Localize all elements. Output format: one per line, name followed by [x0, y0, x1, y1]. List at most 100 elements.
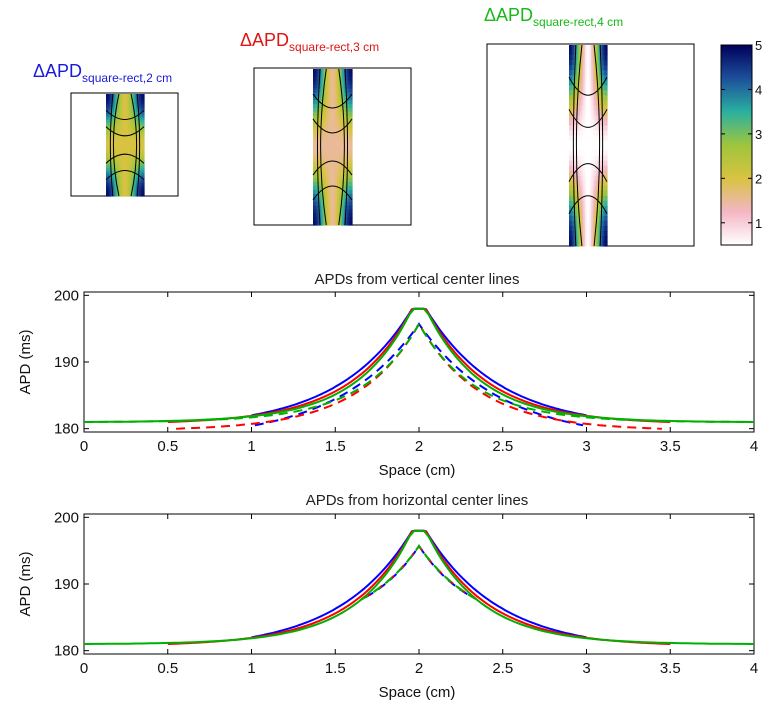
heatmap-cell	[317, 166, 321, 171]
heatmap-cell	[109, 193, 112, 197]
heatmap-cell	[140, 134, 144, 138]
heatmap-cell	[120, 170, 123, 174]
heatmap-cell	[125, 155, 128, 159]
heatmap-cell	[339, 111, 342, 117]
heatmap-cell	[581, 215, 584, 222]
heatmap-cell	[589, 195, 592, 202]
heatmap-cell	[128, 119, 131, 123]
heatmap-cell	[314, 92, 317, 97]
heatmap-cell	[348, 209, 351, 214]
heatmap-cell	[348, 186, 351, 191]
heatmap-cell	[597, 75, 600, 81]
heatmap-cell	[115, 129, 118, 133]
heatmap-cell	[117, 193, 120, 197]
heatmap-cell	[592, 195, 595, 202]
contour-line	[105, 109, 145, 120]
heatmap-cell	[335, 84, 338, 90]
heatmap-cell	[129, 129, 132, 133]
heatmap-cell	[126, 173, 129, 177]
heatmap-cell	[603, 135, 607, 142]
heatmap-cell	[575, 105, 578, 111]
heatmap-cell	[583, 175, 586, 182]
heatmap-cell	[343, 115, 347, 121]
heatmap-cell	[605, 80, 608, 86]
heatmap-cell	[327, 76, 330, 82]
heatmap-cell	[324, 162, 327, 168]
heatmap-cell	[131, 145, 134, 149]
heatmap-cell	[110, 162, 113, 166]
heatmap-cell	[332, 88, 335, 93]
heatmap-cell	[345, 84, 348, 90]
heatmap-cell	[589, 75, 592, 81]
heatmap-cell	[134, 96, 137, 100]
heatmap-cell	[131, 124, 134, 128]
heatmap-cell	[588, 215, 591, 222]
heatmap-cell	[586, 220, 589, 227]
heatmap-cell	[347, 80, 350, 86]
contour-line	[312, 118, 353, 134]
heatmap-cell	[578, 135, 581, 142]
heatmap-cell	[129, 190, 132, 195]
heatmap-cell	[126, 116, 129, 121]
heatmap-cell	[589, 90, 592, 96]
heatmap-cell	[134, 173, 137, 177]
heatmap-cell	[339, 147, 342, 152]
heatmap-cell	[112, 193, 115, 197]
heatmap-cell	[128, 180, 131, 184]
heatmap-cell	[335, 108, 338, 113]
chart1-title: APDs from vertical center lines	[314, 271, 519, 288]
heatmap-cell	[125, 170, 128, 174]
heatmap-cell	[572, 235, 575, 242]
heatmap-cell	[594, 180, 597, 187]
heatmap-cell	[588, 230, 591, 237]
heatmap-cell	[335, 139, 338, 144]
heatmap-cell	[125, 190, 128, 195]
heatmap-cell	[347, 69, 350, 74]
heatmap-cell	[117, 99, 120, 103]
heatmap-cell	[576, 185, 580, 192]
heatmap-cell	[139, 183, 142, 187]
heatmap-cell	[340, 178, 343, 183]
heatmap-cell	[591, 100, 594, 106]
heatmap-cell	[345, 115, 348, 121]
heatmap-cell	[132, 145, 136, 149]
heatmap-cell	[591, 80, 594, 86]
heatmap-cell	[570, 175, 573, 182]
heatmap-cell	[330, 76, 334, 82]
heatmap-cell	[569, 185, 572, 192]
heatmap-cell	[106, 111, 109, 115]
heatmap-cell	[107, 193, 110, 197]
heatmap-cell	[139, 106, 142, 110]
heatmap-cell	[128, 137, 131, 141]
heatmap-cell	[581, 115, 584, 121]
heatmap-cell	[569, 160, 572, 167]
heatmap-cell	[332, 108, 335, 113]
heatmap-cell	[126, 188, 129, 192]
heatmap-cell	[569, 130, 572, 137]
heatmap-cell	[136, 157, 139, 161]
heatmap-cell	[106, 116, 109, 121]
heatmap-cell	[347, 123, 350, 129]
heatmap-cell	[126, 157, 129, 161]
heatmap-cell	[581, 105, 584, 111]
heatmap-cell	[327, 193, 330, 199]
heatmap-cell	[326, 193, 329, 199]
heatmap-cell	[600, 135, 603, 142]
heatmap-cell	[575, 70, 578, 76]
heatmap-cell	[605, 180, 608, 187]
heatmap-cell	[330, 80, 334, 86]
heatmap-cell	[118, 119, 121, 123]
heatmap-cell	[324, 154, 327, 160]
heatmap-cell	[123, 119, 126, 123]
heatmap-cell	[597, 235, 600, 242]
heatmap-cell	[576, 240, 580, 247]
heatmap-cell	[603, 130, 607, 137]
heatmap-cell	[575, 185, 578, 192]
heatmap-cell	[120, 94, 123, 98]
heatmap-cell	[345, 213, 348, 218]
heatmap-cell	[316, 178, 319, 183]
heatmap-cell	[580, 70, 583, 76]
heatmap-cell	[136, 101, 139, 105]
heatmap-cell	[343, 166, 347, 171]
heatmap-cell	[584, 110, 588, 116]
